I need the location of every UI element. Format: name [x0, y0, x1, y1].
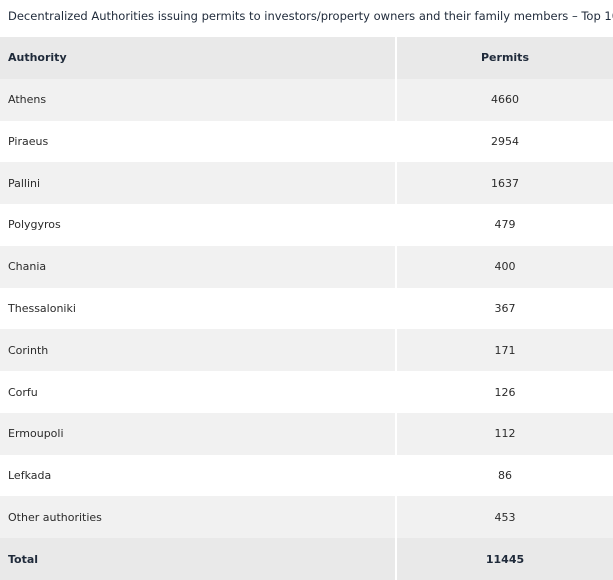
- authority-cell: Corinth: [0, 329, 397, 372]
- authority-cell: Piraeus: [0, 120, 397, 163]
- permits-cell: 400: [494, 260, 516, 274]
- permits-cell: 11445: [485, 552, 525, 566]
- authority-cell: Total: [0, 538, 397, 580]
- permits-cell: 479: [494, 218, 516, 232]
- permits-cell: 453: [494, 510, 516, 524]
- permits-cell: 367: [494, 301, 516, 315]
- table: Authority Permits Athens 4660 Piraeus 2954 P…: [0, 37, 613, 580]
- table-row: Pallini 1637: [0, 162, 613, 205]
- table-row: Corfu 126: [0, 371, 613, 413]
- table-row: Lefkada 86: [0, 454, 613, 497]
- authority-cell: Lefkada: [0, 454, 397, 497]
- permits-cell: 2954: [491, 134, 519, 148]
- permits-cell: 126: [494, 385, 516, 399]
- permits-cell: 112: [494, 427, 516, 441]
- table-row: Thessaloniki 367: [0, 287, 613, 330]
- authority-cell: Thessaloniki: [0, 287, 397, 330]
- permits-cell: 4660: [491, 93, 519, 107]
- header-cell: Permits: [481, 51, 529, 65]
- authority-cell: Chania: [0, 245, 397, 288]
- table-row: Piraeus 2954: [0, 120, 613, 163]
- authority-cell: Pallini: [0, 162, 397, 205]
- authority-cell: Other authorities: [0, 496, 397, 539]
- total-row: Total 11445: [0, 538, 613, 580]
- authority-cell: Corfu: [0, 371, 397, 413]
- table-title: Decentralized Authorities issuing permit…: [8, 9, 613, 23]
- permits-cell: 171: [494, 343, 516, 357]
- permits-cell: 86: [498, 469, 512, 483]
- table-row: Other authorities 453: [0, 496, 613, 539]
- table-row: Athens 4660: [0, 78, 613, 121]
- header-row: Authority Permits: [0, 37, 613, 79]
- header-cell: Authority: [0, 37, 397, 79]
- table-row: Corinth 171: [0, 329, 613, 372]
- authority-cell: Ermoupoli: [0, 412, 397, 455]
- table-row: Ermoupoli 112: [0, 412, 613, 455]
- authority-cell: Polygyros: [0, 204, 397, 246]
- permits-cell: 1637: [491, 176, 519, 190]
- table-row: Polygyros 479: [0, 204, 613, 246]
- table-row: Chania 400: [0, 245, 613, 288]
- authority-cell: Athens: [0, 78, 397, 121]
